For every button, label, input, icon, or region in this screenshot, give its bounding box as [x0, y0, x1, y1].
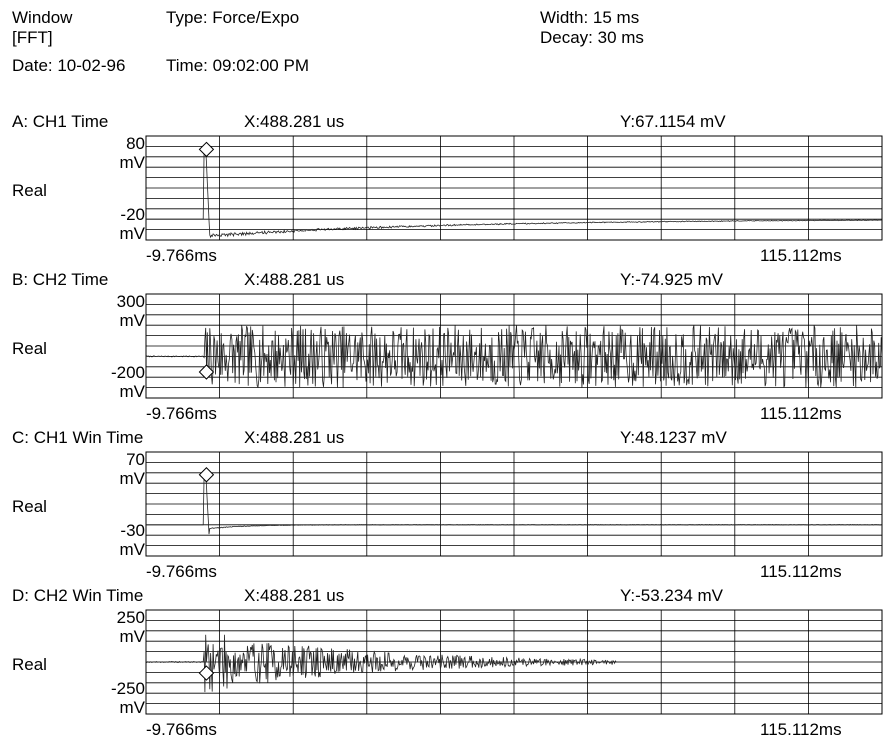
measurement-sub: [FFT] — [12, 28, 53, 47]
part-label: Real — [12, 497, 47, 516]
cursor-marker — [198, 665, 215, 681]
x-readout: X:488.281 us — [244, 270, 345, 289]
trace-plot — [145, 293, 883, 399]
trace-plot — [145, 609, 883, 715]
cursor-marker — [198, 364, 215, 380]
y-readout: Y:-74.925 mV — [620, 270, 724, 289]
y-top-label: 250 — [116, 608, 145, 627]
decay-label: Decay: 30 ms — [540, 28, 644, 47]
x-start-label: -9.766ms — [146, 404, 217, 423]
x-start-label: -9.766ms — [146, 720, 217, 739]
y-bottom-label: -30 — [120, 521, 145, 540]
y-bottom-unit: mV — [119, 224, 146, 243]
part-label: Real — [12, 655, 47, 674]
y-top-unit: mV — [119, 627, 146, 646]
y-readout: Y:48.1237 mV — [620, 428, 727, 447]
x-end-label: 115.112ms — [760, 562, 842, 581]
part-label: Real — [12, 339, 47, 358]
type-label: Type: Force/Expo — [166, 8, 300, 27]
trace-panel-a: A: CH1 Time X:488.281 us Y:67.1154 mV 80 mV R… — [0, 106, 883, 265]
trace-title: D: CH2 Win Time — [12, 586, 144, 605]
y-bottom-unit: mV — [119, 540, 146, 559]
y-top-unit: mV — [119, 311, 146, 330]
x-end-label: 115.112ms — [760, 404, 842, 423]
waveform-trace — [146, 149, 883, 239]
x-end-label: 115.112ms — [760, 246, 842, 265]
trace-panel-b: B: CH2 Time X:488.281 us Y:-74.925 mV 300 mV… — [0, 264, 883, 423]
trace-title: A: CH1 Time — [12, 112, 109, 131]
waveform-trace — [145, 325, 883, 389]
y-top-unit: mV — [119, 153, 146, 172]
x-start-label: -9.766ms — [146, 562, 217, 581]
x-start-label: -9.766ms — [146, 246, 217, 265]
x-readout: X:488.281 us — [244, 428, 345, 447]
y-bottom-unit: mV — [119, 698, 146, 717]
y-bottom-label: -250 — [110, 679, 145, 698]
date-label: Date: 10-02-96 — [12, 56, 126, 75]
time-label: Time: 09:02:00 PM — [166, 56, 309, 75]
trace-panel-d: D: CH2 Win Time X:488.281 us Y:-53.234 mV 2… — [0, 580, 883, 739]
part-label: Real — [12, 181, 47, 200]
x-end-label: 115.112ms — [760, 720, 842, 739]
y-bottom-label: -20 — [120, 205, 145, 224]
trace-title: C: CH1 Win Time — [12, 428, 144, 447]
width-label: Width: 15 ms — [540, 8, 640, 27]
trace-plot — [145, 135, 883, 241]
cursor-marker — [198, 467, 215, 483]
waveform-trace — [146, 474, 883, 535]
y-bottom-label: -200 — [110, 363, 145, 382]
cursor-marker — [198, 141, 215, 158]
y-top-label: 80 — [126, 134, 145, 153]
y-top-label: 70 — [126, 450, 145, 469]
y-readout: Y:-53.234 mV — [620, 586, 724, 605]
y-top-label: 300 — [116, 292, 145, 311]
trace-panel-c: C: CH1 Win Time X:488.281 us Y:48.1237 mV 7… — [0, 422, 883, 581]
x-readout: X:488.281 us — [244, 586, 345, 605]
y-top-unit: mV — [119, 469, 146, 488]
x-readout: X:488.281 us — [244, 112, 345, 131]
y-bottom-unit: mV — [119, 382, 146, 401]
y-readout: Y:67.1154 mV — [620, 112, 726, 131]
measurement-label: Window — [12, 8, 73, 27]
trace-title: B: CH2 Time — [12, 270, 109, 289]
waveform-trace — [145, 634, 882, 693]
trace-plot — [145, 451, 883, 557]
